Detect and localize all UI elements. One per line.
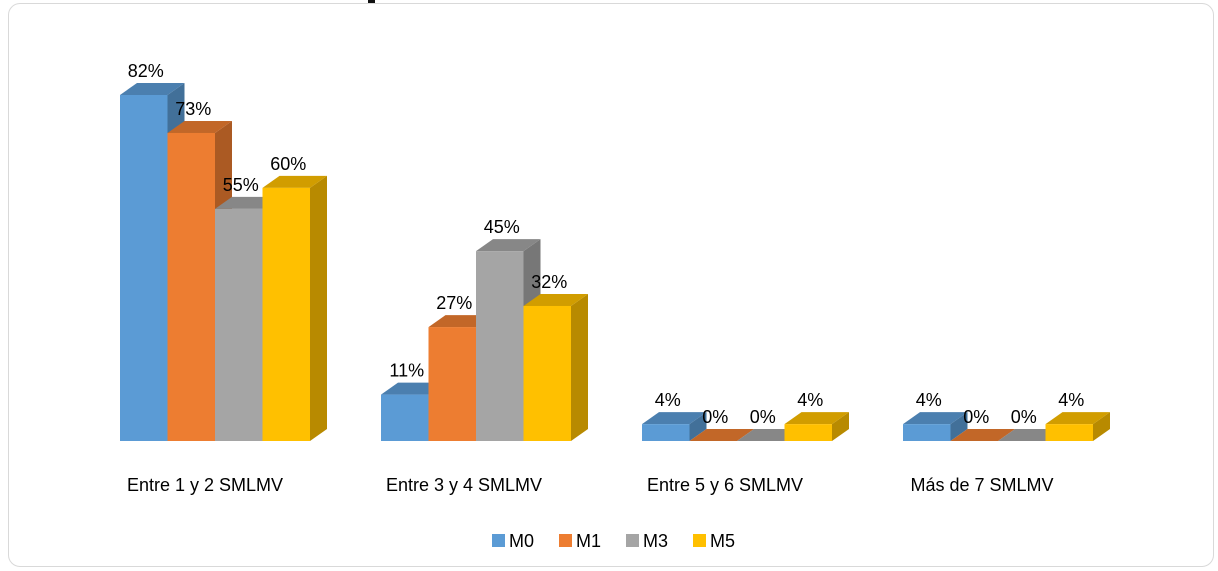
legend-label-m0: M0 <box>509 531 534 551</box>
bar-m0-3 <box>642 412 707 441</box>
legend-label-m1: M1 <box>576 531 601 551</box>
legend-label-m3: M3 <box>643 531 668 551</box>
legend-swatch-m0 <box>492 534 505 547</box>
data-label-m5-3: 4% <box>797 390 823 410</box>
legend-item-m5: M5 <box>693 531 735 551</box>
data-label-m5-1: 60% <box>270 154 306 174</box>
data-label-m0-2: 11% <box>389 361 424 381</box>
bar-m5-1 <box>262 175 327 441</box>
legend-item-m3: M3 <box>626 531 668 551</box>
data-label-m1-2: 27% <box>436 293 472 313</box>
data-label-m0-4: 4% <box>916 390 942 410</box>
bars-layer <box>120 83 1110 441</box>
bar-m1-3 <box>689 429 754 441</box>
category-label-1: Entre 1 y 2 SMLMV <box>127 475 283 495</box>
data-label-m3-1: 55% <box>223 175 259 195</box>
bar-m5-3 <box>784 412 849 441</box>
data-label-m1-1: 73% <box>175 99 211 119</box>
legend: M0 M1 M3 M5 <box>492 531 735 551</box>
legend-swatch-m3 <box>626 534 639 547</box>
labels-layer: 82% 73% 55% 60% Entre 1 y 2 SMLMV 11% 27% 45% 32… <box>127 61 1084 495</box>
data-label-m1-3: 0% <box>702 407 728 427</box>
data-label-m3-2: 45% <box>484 217 520 237</box>
bar-m5-4 <box>1045 412 1110 441</box>
bar-m0-4 <box>903 412 968 441</box>
legend-item-m1: M1 <box>559 531 601 551</box>
legend-label-m5: M5 <box>710 531 735 551</box>
data-label-m3-3: 0% <box>750 407 776 427</box>
category-label-2: Entre 3 y 4 SMLMV <box>386 475 542 495</box>
category-label-4: Más de 7 SMLMV <box>910 475 1053 495</box>
data-label-m3-4: 0% <box>1011 407 1037 427</box>
legend-swatch-m1 <box>559 534 572 547</box>
data-label-m1-4: 0% <box>963 407 989 427</box>
category-label-3: Entre 5 y 6 SMLMV <box>647 475 803 495</box>
data-label-m0-1: 82% <box>128 61 164 81</box>
data-label-m5-4: 4% <box>1058 390 1084 410</box>
legend-item-m0: M0 <box>492 531 534 551</box>
title-fragment <box>368 0 375 4</box>
bar-m5-2 <box>523 293 588 441</box>
data-label-m0-3: 4% <box>655 390 681 410</box>
data-label-m5-2: 32% <box>531 272 567 292</box>
bar-m1-4 <box>950 429 1015 441</box>
legend-swatch-m5 <box>693 534 706 547</box>
